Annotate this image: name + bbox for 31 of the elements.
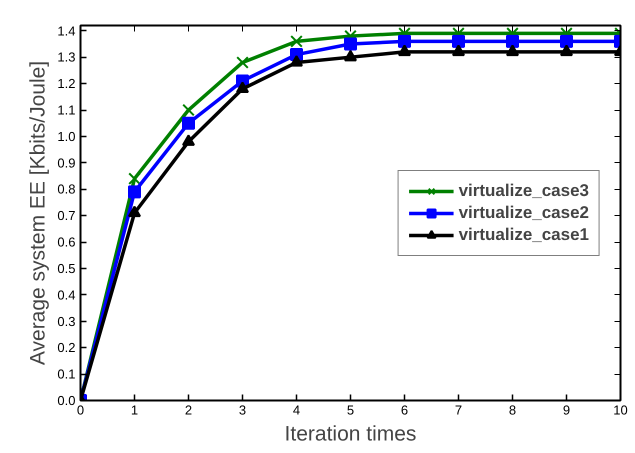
x-tick-label: 4	[292, 402, 300, 418]
y-tick-label: 0.1	[57, 366, 76, 382]
y-tick-label: 1.1	[57, 102, 76, 118]
legend-label: virtualize_case1	[458, 224, 589, 244]
y-tick-label: 0.3	[57, 314, 76, 329]
y-tick-label: 1.4	[57, 23, 76, 38]
x-tick-label: 6	[400, 402, 408, 418]
y-tick-label: 1.2	[57, 76, 76, 92]
x-axis-title: Iteration times	[284, 422, 416, 446]
y-axis-title: Average system EE [Kbits/Joule]	[26, 60, 50, 366]
y-tick-label: 0.7	[57, 208, 76, 224]
y-tick-label: 0.6	[57, 234, 76, 250]
legend-label: virtualize_case3	[458, 180, 589, 200]
x-tick-label: 2	[184, 402, 192, 418]
x-tick-label: 0	[76, 402, 84, 418]
x-tick-label: 1	[130, 402, 138, 418]
y-tick-label: 0.5	[57, 260, 76, 276]
x-tick-label: 10	[613, 402, 628, 418]
y-tick-label: 1.0	[57, 128, 76, 144]
y-tick-label: 0.8	[57, 182, 76, 197]
x-tick-label: 3	[238, 402, 246, 418]
x-tick-label: 8	[508, 402, 516, 418]
x-tick-label: 9	[562, 402, 570, 418]
y-tick-label: 0.9	[57, 155, 76, 170]
legend-label: virtualize_case2	[458, 202, 589, 222]
y-tick-label: 1.3	[57, 50, 76, 65]
y-tick-label: 0.4	[57, 287, 76, 302]
y-tick-label: 0.2	[57, 340, 76, 356]
x-tick-label: 7	[454, 402, 462, 418]
x-tick-label: 5	[346, 402, 354, 418]
y-tick-label: 0.0	[57, 393, 76, 408]
